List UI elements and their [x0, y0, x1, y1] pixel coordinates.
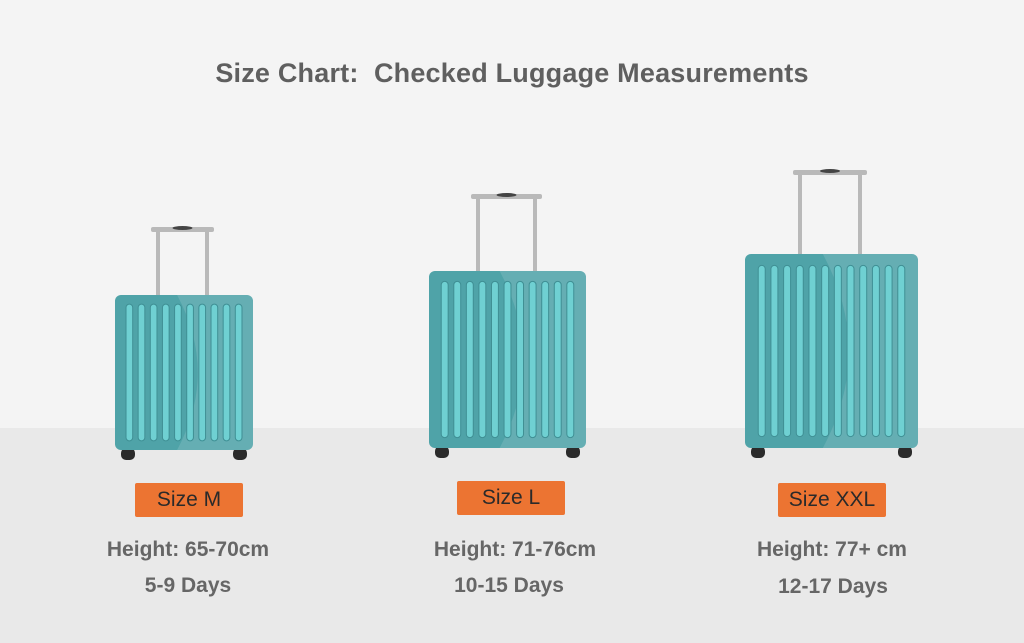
- suitcase-stripe-l: [503, 280, 512, 439]
- handle-button-m: [172, 226, 193, 230]
- suitcase-body-m: [115, 295, 253, 450]
- wheel-m: [233, 448, 247, 460]
- size-l-badge: Size L: [457, 481, 565, 515]
- handle-button-xxl: [820, 169, 840, 173]
- size-m-days: 5-9 Days: [144, 574, 232, 597]
- size-xxl-badge: Size XXL: [778, 483, 886, 517]
- floor-background: [0, 428, 1024, 643]
- suitcase-stripe-m: [198, 303, 207, 442]
- suitcase-stripe-l: [566, 280, 575, 439]
- suitcase-stripe-m: [149, 303, 158, 442]
- handle-rod-m: [205, 231, 209, 295]
- size-l-height: Height: 71-76cm: [433, 538, 597, 561]
- suitcase-stripe-xxl: [859, 264, 868, 438]
- handle-rod-m: [156, 231, 160, 295]
- suitcase-stripe-xxl: [783, 264, 792, 438]
- suitcase-stripe-l: [516, 280, 525, 439]
- suitcase-stripe-xxl: [871, 264, 880, 438]
- suitcase-stripe-m: [222, 303, 231, 442]
- suitcase-stripe-l: [465, 280, 474, 439]
- suitcase-stripe-xxl: [846, 264, 855, 438]
- suitcase-stripe-xxl: [884, 264, 893, 438]
- handle-rod-xxl: [798, 174, 802, 254]
- suitcase-stripe-m: [234, 303, 243, 442]
- handle-button-l: [496, 193, 517, 197]
- suitcase-stripe-m: [161, 303, 170, 442]
- wheel-xxl: [751, 446, 765, 458]
- size-xxl-days: 12-17 Days: [778, 575, 888, 598]
- suitcase-stripe-xxl: [808, 264, 817, 438]
- suitcase-stripe-l: [553, 280, 562, 439]
- size-xxl-height: Height: 77+ cm: [757, 538, 907, 561]
- handle-rod-l: [533, 198, 537, 271]
- page-title: Size Chart: Checked Luggage Measurements: [215, 58, 809, 88]
- suitcase-stripe-xxl: [821, 264, 830, 438]
- suitcase-stripe-l: [453, 280, 462, 439]
- suitcase-stripe-xxl: [757, 264, 766, 438]
- handle-rod-xxl: [858, 174, 862, 254]
- size-m-badge: Size M: [135, 483, 243, 517]
- suitcase-stripe-l: [478, 280, 487, 439]
- suitcase-stripe-m: [210, 303, 219, 442]
- suitcase-stripe-m: [174, 303, 182, 442]
- suitcase-stripe-l: [541, 280, 550, 439]
- suitcase-stripe-l: [440, 280, 449, 439]
- suitcase-stripe-xxl: [897, 264, 906, 438]
- size-l-days: 10-15 Days: [454, 574, 564, 597]
- wheel-l: [566, 446, 580, 458]
- suitcase-stripe-l: [528, 280, 537, 439]
- suitcase-stripe-m: [186, 303, 194, 442]
- suitcase-stripe-m: [137, 303, 146, 442]
- wheel-l: [435, 446, 449, 458]
- suitcase-stripe-xxl: [770, 264, 779, 438]
- suitcase-stripe-l: [490, 280, 499, 439]
- suitcase-stripe-xxl: [833, 264, 842, 438]
- wheel-m: [121, 448, 135, 460]
- size-m-height: Height: 65-70cm: [106, 538, 270, 561]
- handle-rod-l: [476, 198, 480, 271]
- suitcase-stripe-xxl: [795, 264, 804, 438]
- wheel-xxl: [898, 446, 912, 458]
- suitcase-stripe-m: [125, 303, 134, 442]
